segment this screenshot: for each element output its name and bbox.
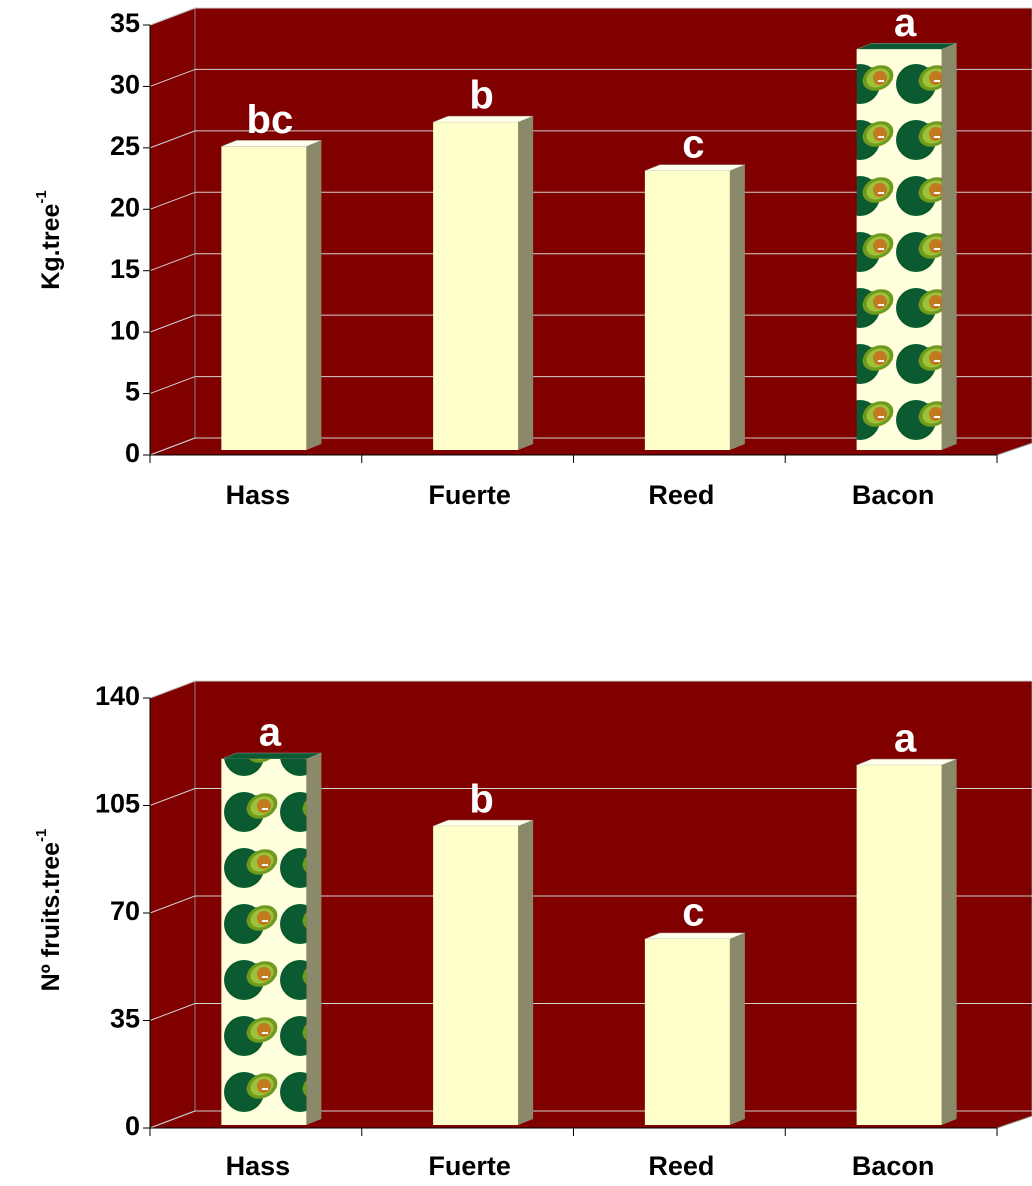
bar-letter: c: [682, 891, 704, 935]
grid-line: [149, 788, 196, 806]
y-axis-label-text: Nº fruits.tree: [37, 842, 65, 992]
y-tick-label: 35: [110, 8, 140, 38]
x-tick-label: Fuerte: [428, 1151, 511, 1181]
bar-side: [941, 759, 957, 1125]
y-tick-label: 15: [110, 254, 140, 284]
bar-side: [729, 164, 745, 450]
y-tick-label: 30: [110, 70, 140, 100]
x-tick-label: Hass: [226, 1151, 291, 1181]
y-tick-label: 0: [125, 438, 140, 468]
y-axis-label-sup: -1: [33, 190, 50, 203]
y-tick-label: 105: [95, 789, 140, 819]
bar-letter: b: [469, 74, 493, 118]
bar-letter: bc: [247, 98, 294, 142]
y-axis-label-text: Kg.tree: [37, 204, 65, 290]
x-tick-label: Reed: [648, 480, 714, 510]
bar: [221, 759, 307, 1125]
y-tick-label: 0: [125, 1111, 140, 1141]
grid-line: [149, 191, 196, 210]
bar-side: [518, 116, 534, 451]
bar-side: [729, 932, 745, 1125]
grid-line: [149, 680, 196, 699]
y-tick-label: 20: [110, 192, 140, 222]
bar: [856, 765, 942, 1125]
y-tick-label: 35: [110, 1004, 140, 1034]
bar: [644, 170, 730, 450]
x-tick-label: Reed: [648, 1151, 714, 1181]
bar-letter: a: [259, 711, 282, 755]
grid-line: [149, 437, 196, 456]
bar-side: [518, 820, 534, 1125]
bar-side: [306, 140, 322, 450]
grid-line: [149, 376, 196, 395]
x-tick-label: Bacon: [852, 1151, 935, 1181]
grid-line: [149, 7, 196, 26]
grid-line: [149, 1110, 196, 1129]
y-axis-label-sup: -1: [33, 829, 50, 842]
grid-line: [149, 68, 196, 87]
y-tick-label: 5: [125, 377, 140, 407]
bar-side: [306, 753, 322, 1125]
bar: [221, 146, 307, 450]
bar-side: [941, 43, 957, 451]
y-tick-label: 10: [110, 315, 140, 345]
grid-line: [149, 895, 196, 914]
bar-letter: a: [894, 1, 917, 45]
y-tick-label: 25: [110, 131, 140, 161]
y-tick-label: 140: [95, 681, 140, 711]
grid-line: [149, 314, 196, 333]
bar-letter: a: [894, 717, 917, 761]
grid-line: [149, 1003, 196, 1021]
grid-line: [149, 130, 196, 149]
bar: [644, 938, 730, 1125]
bar: [856, 49, 942, 451]
y-axis-label: Nº fruits.tree-1: [33, 829, 65, 992]
x-tick-label: Fuerte: [428, 480, 511, 510]
bar-letter: b: [469, 778, 493, 822]
side-wall: [149, 7, 196, 456]
y-tick-label: 70: [110, 896, 140, 926]
y-axis-label: Kg.tree-1: [33, 190, 65, 289]
bar: [433, 122, 519, 451]
bar: [433, 826, 519, 1125]
grid-line: [149, 253, 196, 272]
x-tick-label: Hass: [226, 480, 291, 510]
bar-letter: c: [682, 122, 704, 166]
x-tick-label: Bacon: [852, 480, 935, 510]
